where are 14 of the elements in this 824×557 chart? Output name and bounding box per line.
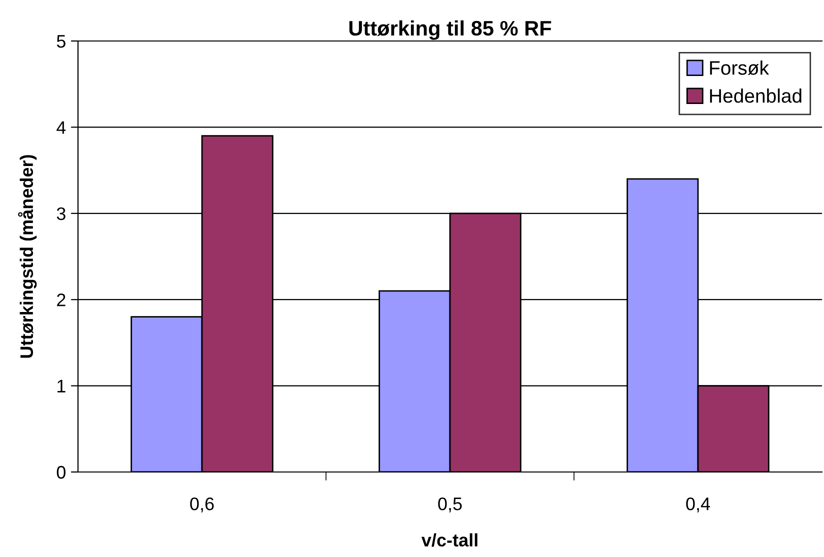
y-tick-label: 1 (58, 380, 66, 392)
y-tick-label: 0 (56, 466, 66, 479)
y-tick-label: 5 (56, 35, 66, 48)
x-tick-label: 0,5 (438, 497, 462, 512)
y-tick-label: 4 (56, 121, 66, 134)
y-axis-title: Uttørkingstid (måneder) (18, 155, 37, 358)
x-tick-label: 0,6 (190, 497, 214, 512)
x-tick-label: 0,4 (686, 497, 710, 512)
y-tick-label: 3 (56, 207, 66, 220)
legend-label: Forsøk (710, 60, 770, 75)
chart-title: Uttørking til 85 % RF (349, 20, 552, 40)
legend-label: Hedenblad (710, 88, 802, 103)
y-tick-label: 2 (57, 294, 66, 306)
x-axis-title: v/c-tall (421, 533, 478, 547)
